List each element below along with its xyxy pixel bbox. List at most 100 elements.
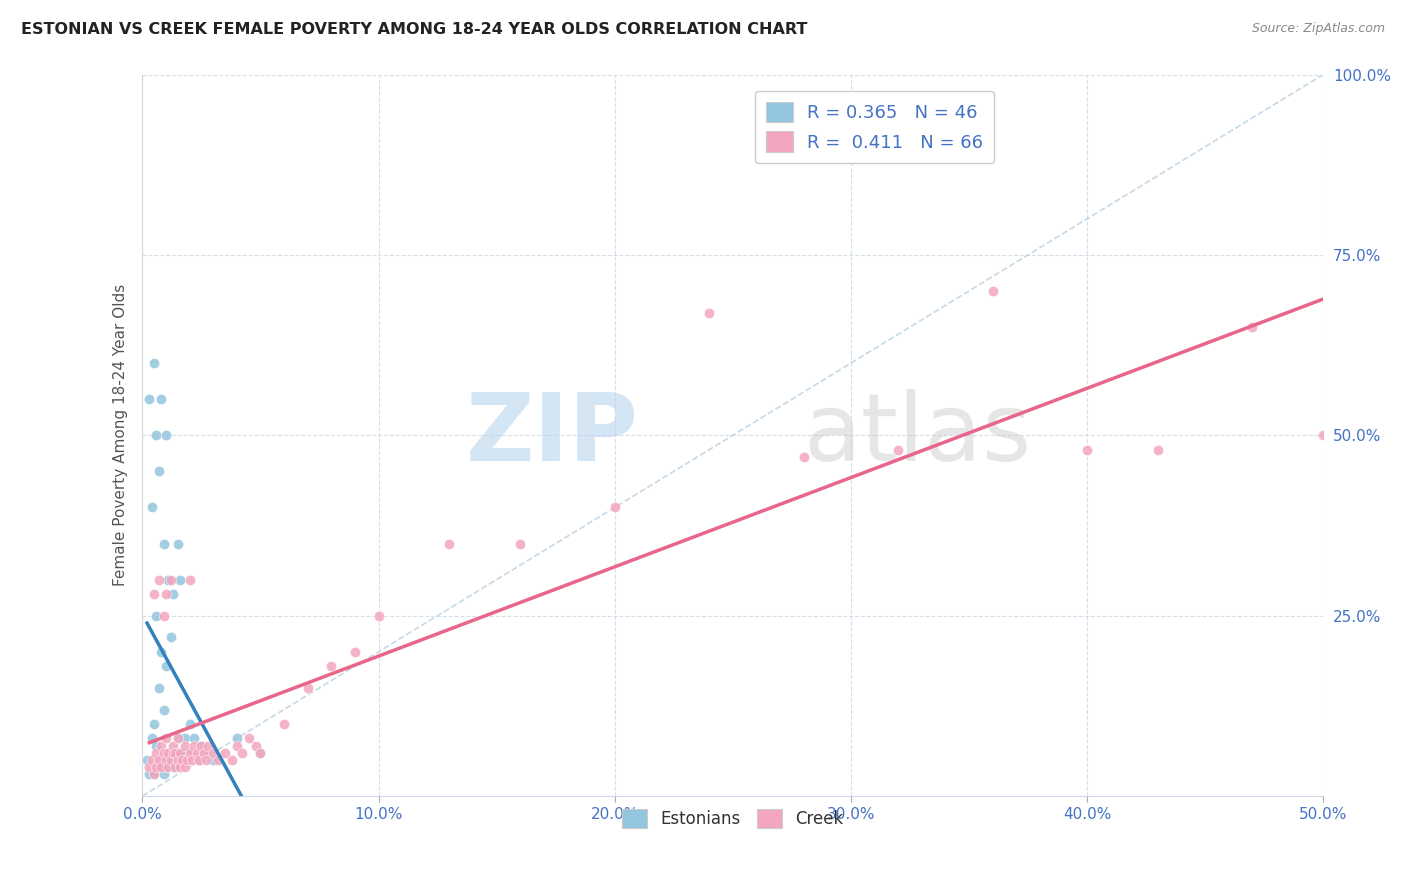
Point: [155, 753, 177, 767]
Point: [162, 746, 184, 760]
Point: [148, 464, 170, 478]
Point: [188, 753, 211, 767]
Point: [509, 536, 531, 550]
Point: [138, 392, 160, 407]
Point: [172, 746, 194, 760]
Point: [157, 746, 180, 760]
Point: [221, 753, 243, 767]
Point: [166, 731, 188, 746]
Point: [150, 392, 173, 407]
Point: [157, 760, 180, 774]
Point: [179, 746, 201, 760]
Point: [155, 731, 177, 746]
Point: [202, 746, 225, 760]
Point: [145, 608, 167, 623]
Point: [143, 717, 166, 731]
Point: [176, 753, 198, 767]
Point: [152, 702, 174, 716]
Point: [150, 760, 173, 774]
Point: [150, 753, 173, 767]
Point: [145, 428, 167, 442]
Point: [214, 746, 236, 760]
Point: [155, 428, 177, 442]
Point: [157, 573, 180, 587]
Text: ZIP: ZIP: [465, 389, 638, 482]
Point: [141, 731, 163, 746]
Point: [152, 608, 174, 623]
Point: [152, 767, 174, 781]
Point: [173, 739, 195, 753]
Point: [165, 760, 187, 774]
Point: [195, 746, 218, 760]
Point: [297, 681, 319, 695]
Point: [155, 760, 177, 774]
Point: [603, 500, 626, 515]
Point: [190, 739, 212, 753]
Point: [143, 767, 166, 781]
Point: [183, 731, 205, 746]
Point: [231, 746, 253, 760]
Point: [166, 753, 188, 767]
Text: Source: ZipAtlas.com: Source: ZipAtlas.com: [1251, 22, 1385, 36]
Point: [186, 746, 208, 760]
Point: [169, 753, 191, 767]
Point: [273, 717, 295, 731]
Point: [173, 731, 195, 746]
Point: [1312, 428, 1334, 442]
Point: [193, 746, 215, 760]
Point: [180, 753, 202, 767]
Point: [202, 753, 225, 767]
Point: [138, 760, 160, 774]
Point: [159, 631, 181, 645]
Point: [367, 608, 389, 623]
Point: [155, 587, 177, 601]
Point: [141, 753, 163, 767]
Point: [141, 500, 163, 515]
Point: [162, 739, 184, 753]
Point: [169, 760, 191, 774]
Point: [321, 659, 343, 673]
Point: [145, 746, 167, 760]
Point: [143, 587, 166, 601]
Point: [1076, 442, 1098, 457]
Text: ESTONIAN VS CREEK FEMALE POVERTY AMONG 18-24 YEAR OLDS CORRELATION CHART: ESTONIAN VS CREEK FEMALE POVERTY AMONG 1…: [21, 22, 807, 37]
Point: [150, 739, 173, 753]
Point: [179, 717, 201, 731]
Point: [207, 753, 229, 767]
Point: [245, 739, 267, 753]
Point: [190, 739, 212, 753]
Point: [173, 760, 195, 774]
Point: [148, 753, 170, 767]
Point: [148, 760, 170, 774]
Point: [197, 739, 219, 753]
Point: [180, 746, 202, 760]
Point: [165, 746, 187, 760]
Point: [143, 356, 166, 370]
Point: [249, 746, 271, 760]
Point: [195, 753, 218, 767]
Point: [159, 573, 181, 587]
Point: [145, 739, 167, 753]
Point: [172, 753, 194, 767]
Point: [152, 536, 174, 550]
Point: [225, 739, 247, 753]
Point: [166, 536, 188, 550]
Point: [179, 573, 201, 587]
Point: [225, 731, 247, 746]
Point: [136, 753, 159, 767]
Point: [176, 753, 198, 767]
Point: [138, 767, 160, 781]
Point: [1241, 320, 1264, 334]
Point: [166, 731, 188, 746]
Point: [143, 767, 166, 781]
Point: [150, 645, 173, 659]
Point: [152, 746, 174, 760]
Text: atlas: atlas: [804, 389, 1032, 482]
Point: [188, 753, 211, 767]
Point: [162, 760, 184, 774]
Point: [169, 573, 191, 587]
Point: [343, 645, 366, 659]
Point: [238, 731, 260, 746]
Point: [155, 659, 177, 673]
Point: [157, 746, 180, 760]
